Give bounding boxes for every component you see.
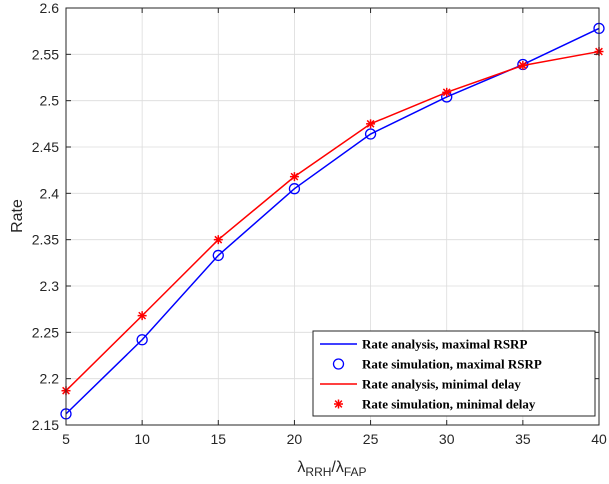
circle-marker xyxy=(136,334,148,346)
y-tick-label: 2.5 xyxy=(40,93,60,109)
y-tick-label: 2.45 xyxy=(32,139,59,155)
legend-circle-swatch xyxy=(332,358,345,370)
y-tick-label: 2.4 xyxy=(40,185,60,201)
axes-box xyxy=(65,7,600,426)
legend-label: Rate analysis, minimal delay xyxy=(362,377,521,392)
x-tick-label: 30 xyxy=(439,431,455,447)
legend-label: Rate analysis, maximal RSRP xyxy=(362,337,527,352)
x-tick-label: 5 xyxy=(62,431,70,447)
x-axis-label-sub-rrh: RRH xyxy=(305,465,331,479)
legend-star-swatch xyxy=(334,399,343,409)
star-marker xyxy=(213,235,223,245)
x-tick-label: 35 xyxy=(515,431,531,447)
legend-label: Rate simulation, minimal delay xyxy=(362,397,536,412)
star-marker xyxy=(137,311,147,321)
y-tick-label: 2.3 xyxy=(40,278,60,294)
circle-marker xyxy=(364,128,377,140)
y-tick-label: 2.25 xyxy=(32,324,59,340)
legend-label: Rate simulation, maximal RSRP xyxy=(362,357,542,372)
star-marker xyxy=(442,87,452,97)
y-tick-label: 2.6 xyxy=(40,0,60,16)
legend-box xyxy=(312,330,596,417)
circle-marker xyxy=(288,183,301,195)
x-tick-label: 40 xyxy=(591,431,607,447)
star-marker xyxy=(518,60,528,70)
y-tick-label: 2.35 xyxy=(32,232,59,248)
star-marker xyxy=(289,172,299,182)
legend: Rate analysis, maximal RSRP Rate simulati… xyxy=(312,330,596,417)
x-axis-label-sub-fap: FAP xyxy=(344,465,367,479)
y-tick-label: 2.15 xyxy=(32,417,59,433)
x-tick-label: 15 xyxy=(210,431,226,447)
circle-marker xyxy=(212,249,224,262)
x-axis-label-lambda-2: λ xyxy=(336,459,344,476)
series-line-2 xyxy=(65,50,600,392)
x-axis-label: λRRH/λFAP xyxy=(297,459,366,479)
y-axis-label: Rate xyxy=(9,199,26,233)
x-tick-label: 25 xyxy=(363,431,379,447)
x-tick-labels: 5 10 15 20 25 30 35 40 xyxy=(62,431,607,447)
x-axis-label-separator: / xyxy=(331,459,336,476)
legend-items: Rate analysis, maximal RSRP Rate simulati… xyxy=(320,337,542,412)
y-tick-label: 2.2 xyxy=(40,371,60,387)
y-tick-labels: 2.15 2.2 2.25 2.3 2.35 2.4 2.45 2.5 2.55 2.6 xyxy=(32,0,59,433)
y-tick-label: 2.55 xyxy=(32,46,59,62)
x-axis-label-lambda-1: λ xyxy=(297,459,305,476)
x-tick-label: 20 xyxy=(287,431,303,447)
x-tick-label: 10 xyxy=(134,431,150,447)
star-marker xyxy=(366,119,376,129)
